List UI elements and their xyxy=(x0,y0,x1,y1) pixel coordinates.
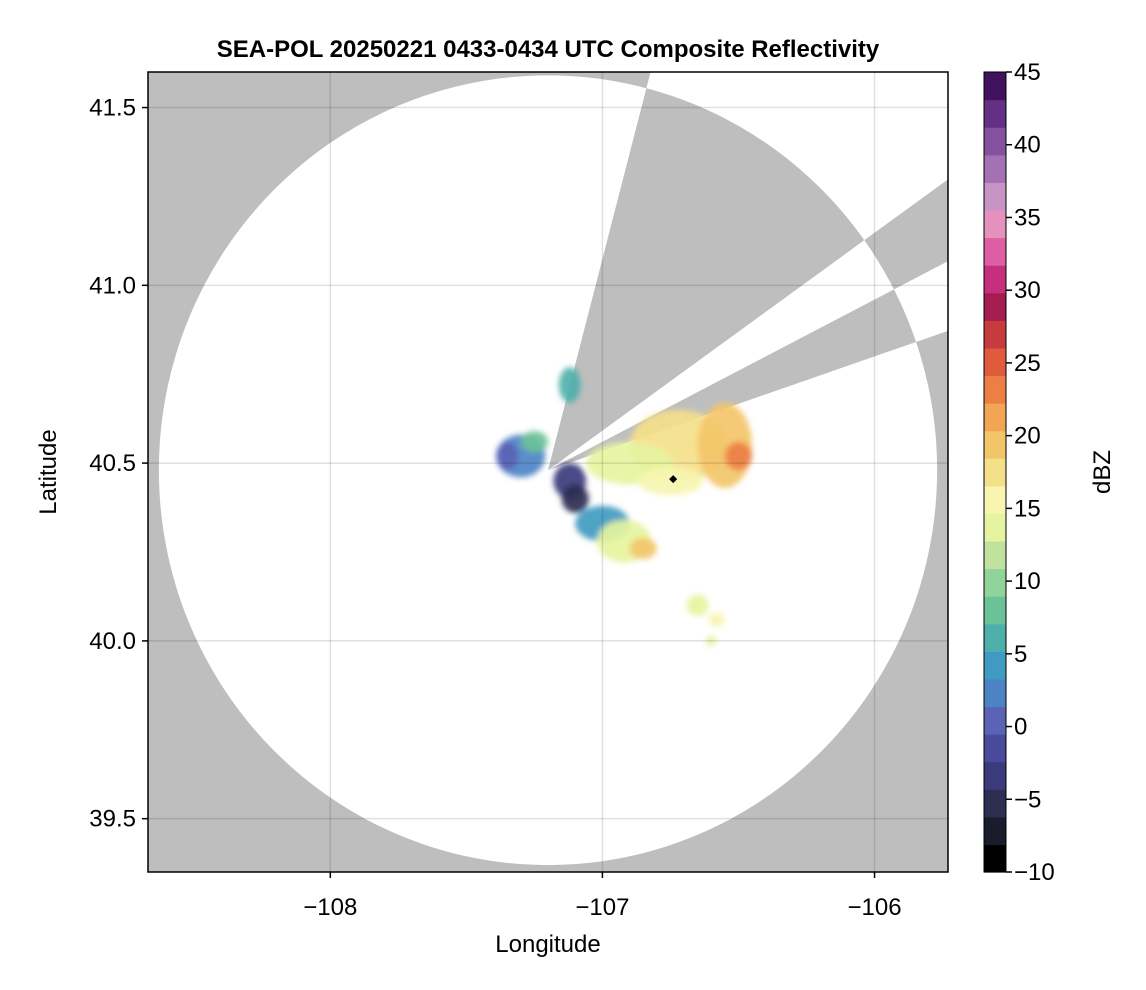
reflectivity-cell xyxy=(709,612,725,626)
colorbar: −10 −5 0 5 10 15 20 25 30 35 40 45 xyxy=(984,59,1055,886)
y-tick-label: 41.5 xyxy=(89,95,136,122)
colorbar-tick-label: 25 xyxy=(1014,350,1041,377)
colorbar-segment xyxy=(984,679,1006,707)
colorbar-segment xyxy=(984,789,1006,817)
x-tick-label: −106 xyxy=(847,894,901,921)
y-tick-label: 39.5 xyxy=(89,806,136,833)
colorbar-segment xyxy=(984,100,1006,128)
colorbar-tick-label: 5 xyxy=(1014,641,1027,668)
colorbar-segment xyxy=(984,762,1006,790)
colorbar-segment xyxy=(984,817,1006,845)
colorbar-segment xyxy=(984,596,1006,624)
colorbar-tick-label: 45 xyxy=(1014,59,1041,86)
colorbar-segment xyxy=(984,541,1006,569)
reflectivity-cell xyxy=(521,431,548,452)
colorbar-segment xyxy=(984,293,1006,321)
colorbar-segment xyxy=(984,127,1006,155)
x-axis-label: Longitude xyxy=(495,931,600,958)
colorbar-segment xyxy=(984,513,1006,541)
colorbar-tick-label: 0 xyxy=(1014,714,1027,741)
colorbar-segment xyxy=(984,210,1006,238)
x-tick-label: −108 xyxy=(303,894,357,921)
y-tick-label: 41.0 xyxy=(89,272,136,299)
reflectivity-cell xyxy=(725,442,752,470)
colorbar-segment xyxy=(984,569,1006,597)
x-axis: −108 −107 −106 xyxy=(303,872,901,921)
colorbar-label: dBZ xyxy=(1089,450,1116,494)
reflectivity-cell xyxy=(630,538,657,559)
colorbar-tick-label: 40 xyxy=(1014,132,1041,159)
chart-title: SEA-POL 20250221 0433-0434 UTC Composite… xyxy=(217,36,880,63)
colorbar-segment xyxy=(984,706,1006,734)
colorbar-segment xyxy=(984,651,1006,679)
colorbar-segment xyxy=(984,431,1006,459)
reflectivity-cell xyxy=(562,484,589,512)
colorbar-tick-label: 35 xyxy=(1014,204,1041,231)
y-axis-label: Latitude xyxy=(35,429,62,514)
colorbar-tick-label: 30 xyxy=(1014,277,1041,304)
colorbar-tick-label: 10 xyxy=(1014,568,1041,595)
colorbar-segment xyxy=(984,238,1006,266)
colorbar-segment xyxy=(984,182,1006,210)
colorbar-segment xyxy=(984,348,1006,376)
reflectivity-cell xyxy=(687,595,709,616)
colorbar-segment xyxy=(984,403,1006,431)
colorbar-tick-label: 20 xyxy=(1014,423,1041,450)
reflectivity-cell xyxy=(496,442,518,470)
colorbar-segment xyxy=(984,320,1006,348)
colorbar-tick-label: −10 xyxy=(1014,859,1055,886)
colorbar-segment xyxy=(984,155,1006,183)
colorbar-segment xyxy=(984,734,1006,762)
colorbar-segment xyxy=(984,486,1006,514)
colorbar-tick-label: 15 xyxy=(1014,495,1041,522)
colorbar-tick-label: −5 xyxy=(1014,786,1041,813)
y-tick-label: 40.0 xyxy=(89,628,136,655)
y-axis: 39.5 40.0 40.5 41.0 41.5 xyxy=(89,95,148,833)
x-tick-label: −107 xyxy=(575,894,629,921)
colorbar-segment xyxy=(984,375,1006,403)
colorbar-segment xyxy=(984,458,1006,486)
colorbar-segment xyxy=(984,265,1006,293)
colorbar-segment xyxy=(984,624,1006,652)
reflectivity-cell xyxy=(638,467,703,495)
y-tick-label: 40.5 xyxy=(89,450,136,477)
reflectivity-cell xyxy=(559,367,581,403)
colorbar-segment xyxy=(984,72,1006,100)
colorbar-segment xyxy=(984,844,1006,872)
